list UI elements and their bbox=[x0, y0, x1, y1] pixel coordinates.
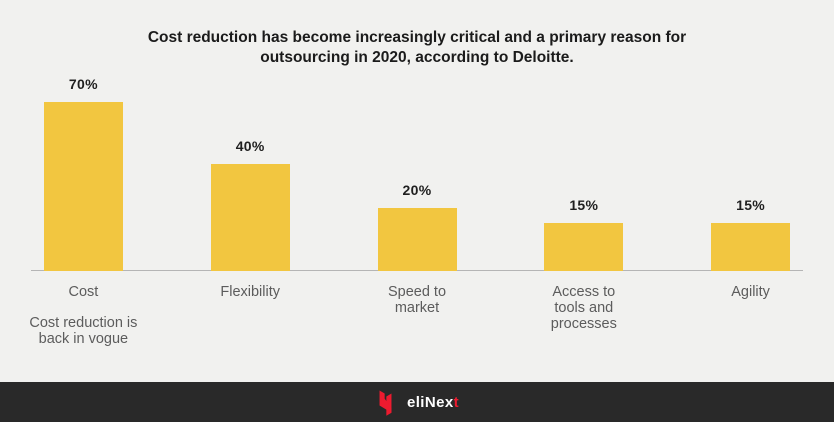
bar-group: 15% bbox=[711, 197, 791, 271]
logo-wordmark-accent: t bbox=[453, 393, 459, 411]
bar-group: 70% bbox=[43, 76, 123, 271]
footer-bar: eliNext bbox=[0, 382, 834, 422]
category-label: Flexibility bbox=[175, 284, 325, 300]
bar-group: 40% bbox=[210, 138, 290, 271]
bar bbox=[377, 208, 457, 271]
bar-group: 15% bbox=[544, 197, 624, 271]
bar-chart: 70% 40% 20% 15% 15% bbox=[31, 76, 803, 271]
category-name: Cost bbox=[68, 284, 99, 300]
category-label: Cost Cost reduction is back in vogue bbox=[8, 284, 158, 347]
bar-value-label: 40% bbox=[235, 138, 265, 154]
bar-value-label: 20% bbox=[402, 182, 432, 198]
category-name: Speed to market bbox=[387, 284, 447, 316]
category-label: Speed to market bbox=[342, 284, 492, 316]
bar-group: 20% bbox=[377, 182, 457, 271]
elinext-n-mark-icon bbox=[379, 390, 392, 416]
bar bbox=[711, 223, 791, 271]
elinext-logo: eliNext bbox=[375, 388, 459, 417]
bar-value-label: 70% bbox=[68, 76, 98, 92]
category-name: Access to tools and processes bbox=[550, 284, 617, 332]
bar bbox=[544, 223, 624, 271]
category-caption: Cost reduction is back in vogue bbox=[29, 315, 138, 347]
chart-title: Cost reduction has become increasingly c… bbox=[147, 29, 687, 66]
category-name: Agility bbox=[731, 284, 770, 300]
logo-wordmark-white: eliNex bbox=[406, 393, 454, 411]
category-label: Agility bbox=[676, 284, 826, 300]
bar bbox=[210, 164, 290, 271]
bar-value-label: 15% bbox=[736, 197, 766, 213]
category-label: Access to tools and processes bbox=[509, 284, 659, 332]
logo-wordmark: eliNext bbox=[407, 394, 459, 411]
bar bbox=[43, 102, 123, 271]
bar-value-label: 15% bbox=[569, 197, 599, 213]
category-name: Flexibility bbox=[220, 284, 280, 300]
